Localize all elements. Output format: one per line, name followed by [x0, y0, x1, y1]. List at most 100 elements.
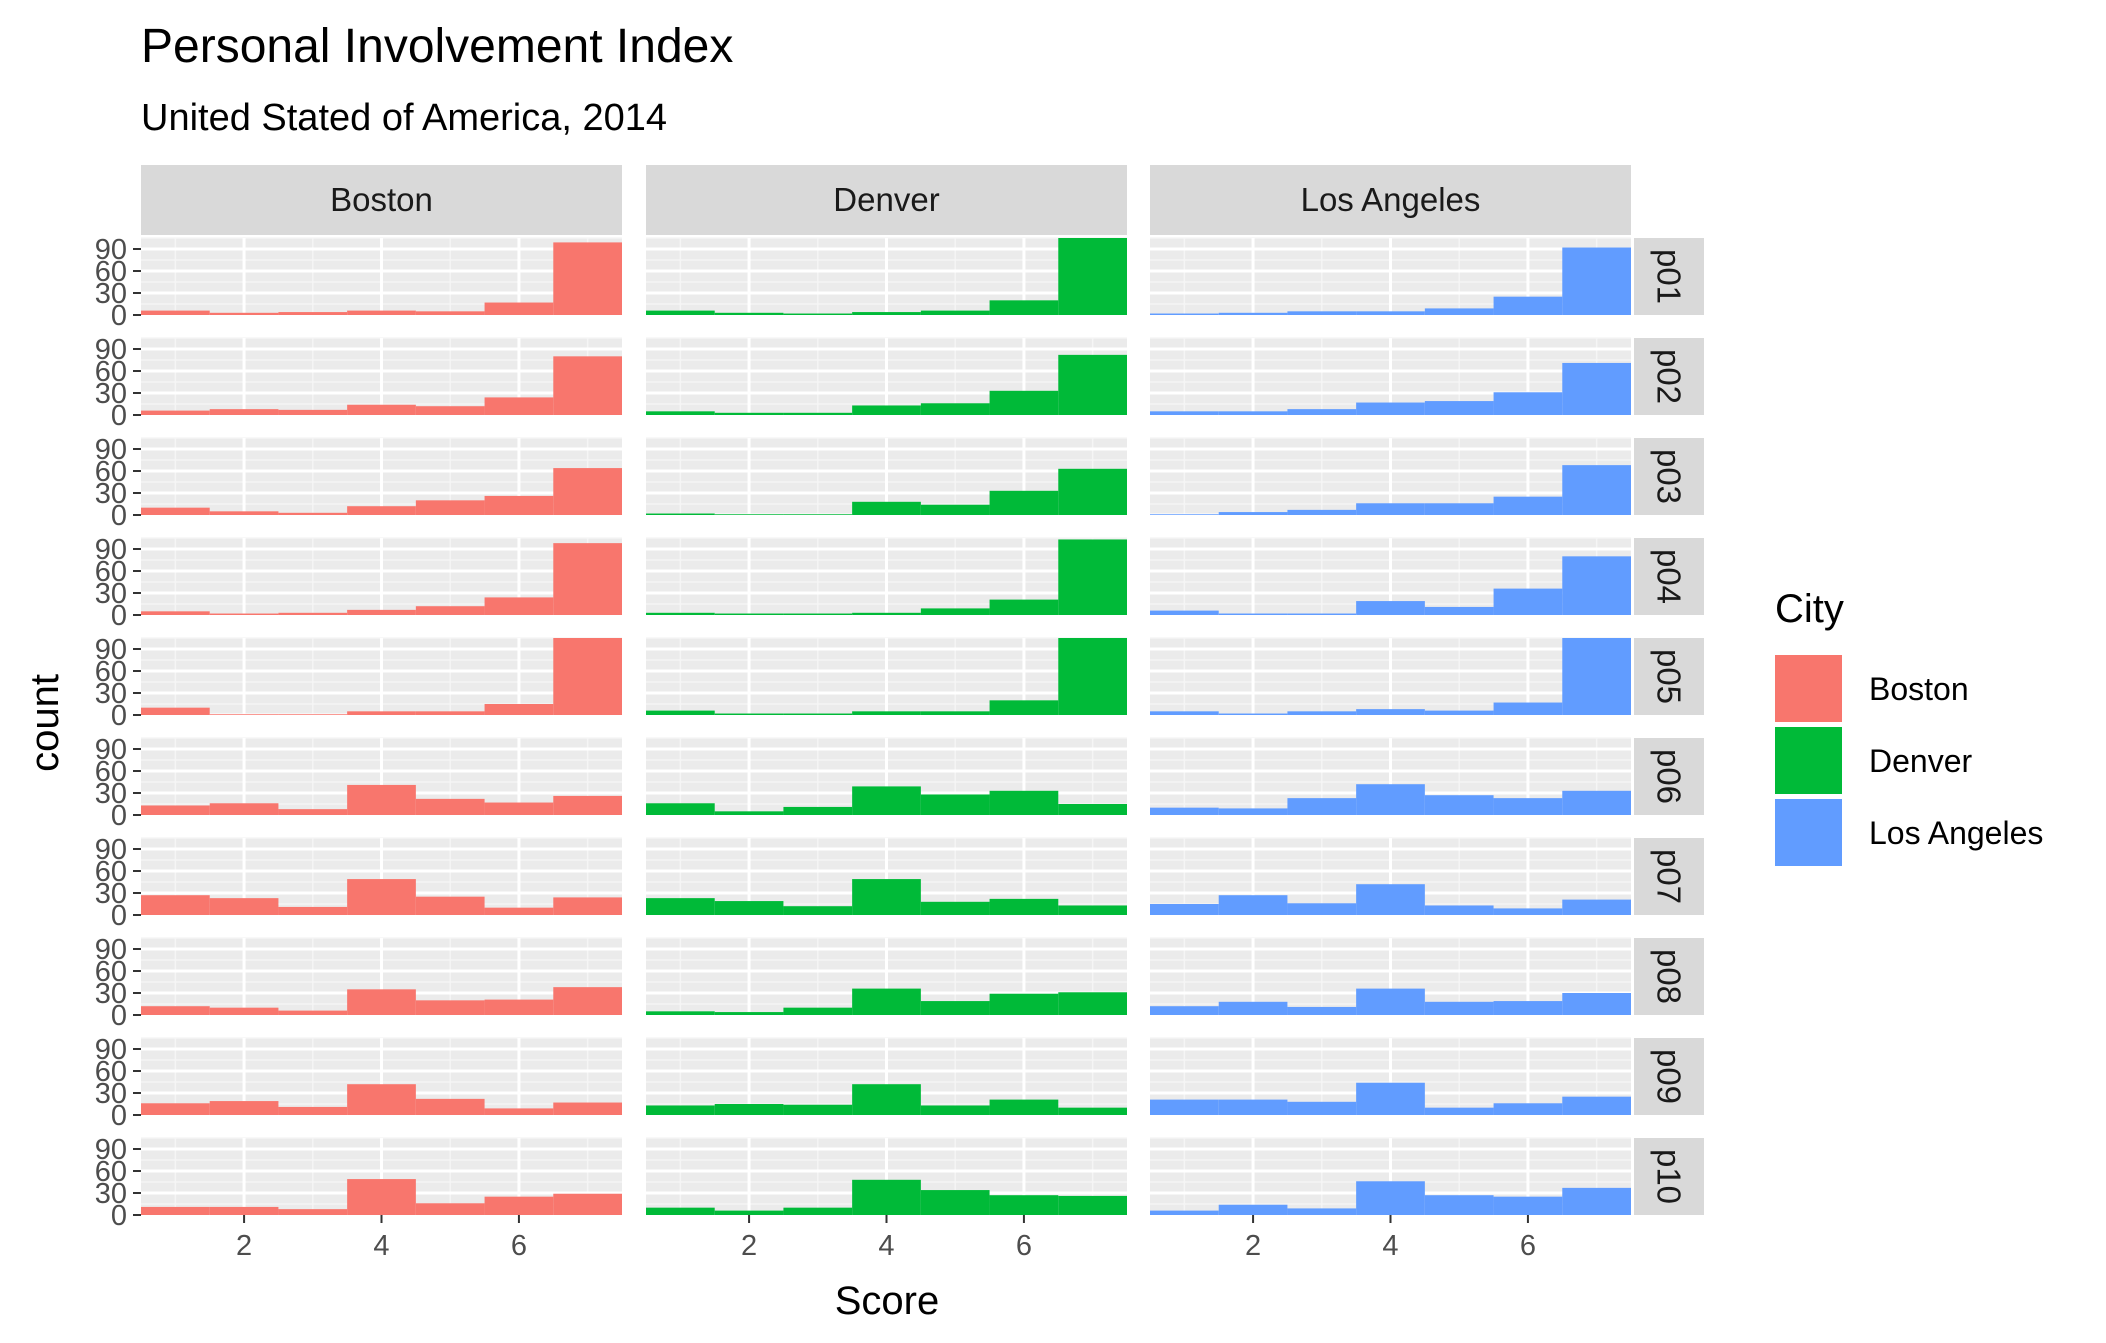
legend-label: Boston: [1869, 671, 1969, 707]
legend: City Boston Denver Los Angeles: [1775, 587, 2043, 866]
histogram-bar: [852, 312, 921, 315]
histogram-bar: [714, 1104, 784, 1115]
histogram-bar: [646, 513, 715, 515]
histogram-bar: [646, 710, 715, 715]
panel-los-angeles-p05: [1150, 637, 1631, 717]
histogram-bar: [783, 1007, 853, 1015]
histogram-bar: [1287, 711, 1357, 715]
strip-background: [1634, 438, 1704, 515]
histogram-bar: [209, 803, 279, 815]
legend-key: [1775, 799, 1842, 866]
legend-title: City: [1775, 587, 1844, 631]
histogram-bar: [1493, 1196, 1563, 1215]
y-tick-label: 60: [95, 1056, 127, 1088]
y-tick-label: 90: [95, 834, 127, 866]
panel-denver-p05: [646, 637, 1127, 717]
strip-background: [646, 165, 1127, 235]
histogram-bar: [209, 714, 279, 715]
histogram-bar: [1356, 1082, 1425, 1115]
histogram-bar: [1150, 1006, 1219, 1015]
y-tick-label: 30: [95, 578, 127, 610]
histogram-bar: [1493, 296, 1563, 315]
y-tick-label: 0: [111, 700, 127, 732]
histogram-bar: [783, 613, 853, 615]
histogram-bar: [783, 412, 853, 415]
histogram-bar: [852, 786, 921, 815]
panel-los-angeles-p10: [1150, 1137, 1631, 1217]
panel-boston-p10: [141, 1137, 622, 1217]
histogram-bar: [278, 1106, 348, 1115]
y-tick-label: 0: [111, 600, 127, 632]
histogram-bar: [989, 1195, 1059, 1215]
histogram-bar: [714, 312, 784, 315]
facet-strip-p09: p09: [1634, 1038, 1704, 1115]
y-tick-label: 0: [111, 1000, 127, 1032]
histogram-bar: [1287, 509, 1357, 515]
histogram-bar: [1287, 613, 1357, 615]
histogram-bar: [1218, 613, 1288, 615]
histogram-bar: [783, 906, 853, 915]
histogram-bar: [553, 1193, 622, 1215]
y-tick-label: 0: [111, 800, 127, 832]
histogram-bar: [1424, 606, 1494, 615]
histogram-bar: [1150, 1210, 1219, 1215]
y-tick-label: 90: [95, 534, 127, 566]
histogram-bar: [278, 906, 348, 915]
histogram-bar: [347, 404, 416, 415]
strip-label: Boston: [330, 181, 433, 218]
histogram-bar: [1287, 798, 1357, 815]
strip-background: [1634, 738, 1704, 815]
histogram-bar: [783, 1207, 853, 1215]
legend-label: Denver: [1869, 743, 1973, 779]
y-tick-label: 0: [111, 1200, 127, 1232]
histogram-bar: [1424, 503, 1494, 515]
histogram-bar: [989, 700, 1059, 715]
histogram-bar: [1424, 308, 1494, 315]
histogram-bar: [1356, 988, 1425, 1015]
panel-denver-p07: [646, 837, 1127, 917]
histogram-bar: [852, 612, 921, 615]
y-tick-label: 90: [95, 934, 127, 966]
y-tick-label: 60: [95, 356, 127, 388]
histogram-bar: [1356, 884, 1425, 915]
strip-background: [1150, 165, 1631, 235]
histogram-bar: [783, 713, 853, 715]
y-tick-label: 0: [111, 500, 127, 532]
histogram-bar: [347, 1084, 416, 1115]
histogram-bar: [209, 1101, 279, 1115]
panel-boston-p08: [141, 937, 622, 1017]
histogram-bar: [1058, 539, 1127, 615]
panel-denver-p03: [646, 437, 1127, 517]
histogram-bar: [1356, 601, 1425, 615]
y-tick-label: 60: [95, 456, 127, 488]
histogram-bar: [1356, 709, 1425, 715]
histogram-bar: [714, 901, 784, 915]
histogram-bar: [1562, 638, 1631, 715]
histogram-bar: [1562, 993, 1631, 1015]
y-tick-label: 60: [95, 556, 127, 588]
histogram-bar: [989, 898, 1059, 915]
panel-los-angeles-p08: [1150, 937, 1631, 1017]
panel-denver-p04: [646, 537, 1127, 617]
panel-los-angeles-p04: [1150, 537, 1631, 617]
chart-subtitle: United Stated of America, 2014: [141, 97, 667, 139]
y-axis-title: count: [23, 674, 67, 772]
histogram-bar: [1493, 798, 1563, 815]
histogram-bar: [141, 310, 210, 315]
histogram-bar: [484, 907, 554, 915]
y-tick-label: 30: [95, 678, 127, 710]
histogram-bar: [852, 405, 921, 415]
histogram-bar: [1493, 702, 1563, 715]
histogram-bar: [209, 1206, 279, 1215]
x-tick-label: 6: [1016, 1230, 1032, 1262]
histogram-bar: [920, 1105, 990, 1115]
strip-background: [1634, 1138, 1704, 1215]
histogram-bar: [646, 1011, 715, 1015]
histogram-bar: [415, 1000, 485, 1015]
histogram-bar: [553, 242, 622, 315]
histogram-bar: [415, 606, 485, 615]
histogram-bar: [1058, 905, 1127, 915]
y-tick-label: 0: [111, 400, 127, 432]
histogram-bar: [1493, 1103, 1563, 1115]
y-tick-label: 90: [95, 1134, 127, 1166]
